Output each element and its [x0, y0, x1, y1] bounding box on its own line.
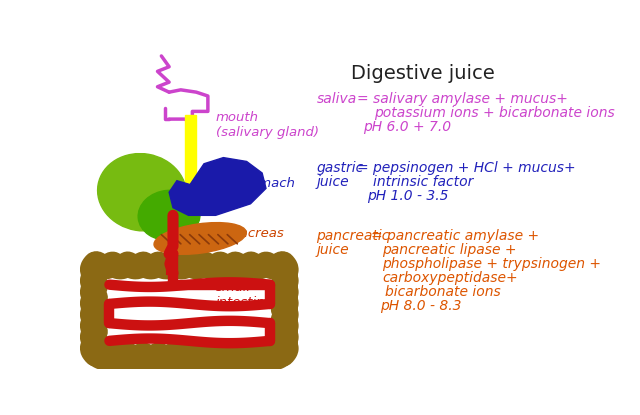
Text: pH 8.0 - 8.3: pH 8.0 - 8.3 [380, 298, 461, 312]
Ellipse shape [138, 190, 200, 240]
Text: gastric: gastric [316, 161, 364, 176]
Text: intrinsic factor: intrinsic factor [373, 175, 474, 189]
Text: = pancreatic amylase +: = pancreatic amylase + [371, 229, 539, 243]
Ellipse shape [98, 154, 186, 231]
Polygon shape [169, 158, 266, 215]
Text: mouth
(salivary gland): mouth (salivary gland) [216, 111, 319, 139]
Bar [184, 115, 196, 185]
Text: small
intestine: small intestine [216, 281, 273, 309]
Text: saliva: saliva [316, 92, 356, 106]
Text: = salivary amylase + mucus+: = salivary amylase + mucus+ [358, 92, 568, 106]
Text: juice: juice [316, 175, 349, 189]
Text: pH 1.0 - 3.5: pH 1.0 - 3.5 [367, 189, 448, 203]
Text: Digestive juice: Digestive juice [351, 63, 495, 83]
Text: pancreatic: pancreatic [316, 229, 390, 243]
Text: pancreatic lipase +: pancreatic lipase + [382, 243, 516, 257]
Text: bicarbonate ions: bicarbonate ions [385, 285, 500, 299]
Text: stomach: stomach [239, 177, 296, 190]
Text: carboxypeptidase+: carboxypeptidase+ [382, 271, 518, 285]
Text: potassium ions + bicarbonate ions: potassium ions + bicarbonate ions [374, 106, 615, 120]
Text: juice: juice [316, 243, 349, 257]
Text: = pepsinogen + HCl + mucus+: = pepsinogen + HCl + mucus+ [358, 161, 576, 176]
Ellipse shape [154, 222, 246, 254]
Text: pH 6.0 + 7.0: pH 6.0 + 7.0 [363, 120, 451, 134]
Text: phospholipase + trypsinogen +: phospholipase + trypsinogen + [382, 257, 601, 271]
Text: pancreas: pancreas [223, 227, 284, 240]
